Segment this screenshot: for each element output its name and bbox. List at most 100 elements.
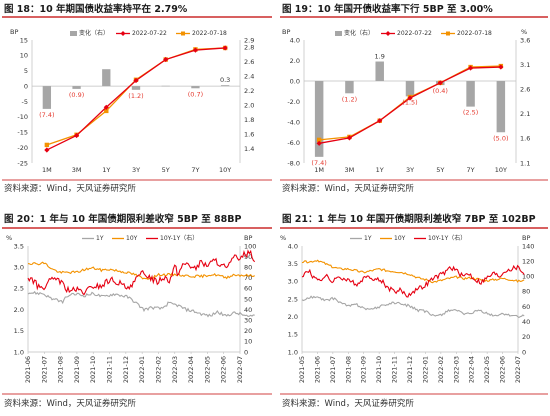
x-tick-label: 2021-06 bbox=[313, 356, 321, 383]
x-tick-label: 2021-07 bbox=[329, 356, 337, 383]
chart-fig18: BP -25 -20 -15 -10 -5 0 5 10 15 1.4 1.6 1.8 2.0 2.2 2.4… bbox=[10, 28, 254, 174]
series-2022-07-22-point bbox=[73, 132, 80, 139]
right-axis-unit: BP bbox=[522, 234, 530, 242]
y-tick-label: 3.5 bbox=[14, 242, 24, 250]
y2-tick-label: 2.8 bbox=[244, 44, 254, 52]
bar-data-label: (7.4) bbox=[39, 111, 54, 119]
y2-tick-label: 3.6 bbox=[520, 36, 530, 44]
x-tick-label: 3M bbox=[345, 166, 355, 174]
series-gray-line bbox=[301, 295, 525, 319]
series-2022-07-22-point bbox=[192, 47, 199, 53]
source-note: 资料来源：Wind，天风证券研究所 bbox=[4, 183, 136, 194]
legend-swatch-bar bbox=[70, 31, 77, 36]
right-axis-unit: BP bbox=[244, 234, 252, 242]
x-tick-label: 2022-01 bbox=[421, 356, 429, 383]
y-tick-label: 1.0 bbox=[14, 348, 24, 356]
y-tick-label: 10 bbox=[20, 52, 28, 60]
panel-fig18: 图 18：10 年期国债收益率持平在 2.79% BP -25 -20 -15 -10 -… bbox=[2, 3, 272, 194]
panel-title: 图 20：1 年与 10 年国债期限利差收窄 5BP 至 88BP bbox=[4, 213, 241, 225]
x-tick-label: 7Y bbox=[467, 166, 475, 174]
legend-label: 1Y bbox=[364, 235, 372, 242]
series-gray-line bbox=[27, 290, 255, 318]
y2-tick-label: 3.1 bbox=[520, 61, 530, 69]
y2-tick-label: 80 bbox=[522, 288, 530, 296]
x-tick-label: 2022-03 bbox=[452, 356, 460, 383]
y-tick-label: -5 bbox=[22, 98, 28, 106]
x-tick-label: 2021-06 bbox=[24, 356, 32, 383]
change-bar bbox=[161, 85, 170, 87]
series-2022-07-22-point bbox=[467, 65, 474, 71]
y-tick-label: -10 bbox=[17, 113, 28, 121]
panel-fig20: 图 20：1 年与 10 年国债期限利差收窄 5BP 至 88BP % BP 1.0… bbox=[2, 213, 272, 409]
change-bar bbox=[405, 81, 415, 97]
y2-tick-label: 90 bbox=[244, 253, 252, 261]
y2-tick-label: 2.1 bbox=[520, 110, 530, 118]
legend-label: 2022-07-22 bbox=[397, 30, 432, 37]
y-tick-label: 1.5 bbox=[14, 327, 24, 335]
change-bar bbox=[496, 81, 506, 133]
series-2022-07-22-point bbox=[103, 104, 109, 110]
series-2022-07-22-point bbox=[316, 140, 322, 146]
legend-marker bbox=[120, 31, 126, 36]
y-tick-label: 2.0 bbox=[290, 57, 300, 65]
y2-tick-label: 70 bbox=[244, 274, 252, 282]
series-red-line bbox=[27, 249, 256, 296]
series-2022-07-22-point bbox=[346, 135, 353, 141]
x-tick-label: 3Y bbox=[132, 166, 140, 174]
source-note: 资料来源：Wind，天风证券研究所 bbox=[4, 398, 136, 409]
panel-title: 图 19：10 年国开债收益率下行 5BP 至 3.00% bbox=[282, 3, 493, 15]
legend-label: 10Y bbox=[126, 235, 138, 242]
chart-fig19: BP % -8.0 -6.0 -4.0 -2.0 0.0 2.0 4.0 1.1 1.6 2.1 2.6… bbox=[282, 28, 530, 174]
y2-tick-label: 30 bbox=[244, 317, 252, 325]
bar-data-label: (1.2) bbox=[128, 92, 143, 100]
legend-marker bbox=[385, 31, 391, 36]
change-bar bbox=[42, 86, 52, 109]
y-tick-label: -6.0 bbox=[287, 139, 300, 147]
y2-tick-label: 20 bbox=[244, 327, 252, 335]
legend-label: 变化（右） bbox=[344, 29, 374, 37]
x-tick-label: 2021-12 bbox=[122, 356, 130, 383]
y-tick-label: 4.0 bbox=[290, 36, 300, 44]
series-orange-line bbox=[27, 261, 255, 280]
y2-tick-label: 140 bbox=[522, 242, 534, 250]
y-tick-label: -20 bbox=[17, 144, 28, 152]
x-tick-label: 7Y bbox=[191, 166, 199, 174]
left-axis-unit: BP bbox=[10, 28, 18, 36]
y2-tick-label: 10 bbox=[244, 338, 252, 346]
y-tick-label: 3.5 bbox=[288, 260, 298, 268]
y2-tick-label: 60 bbox=[522, 303, 530, 311]
x-tick-label: 3Y bbox=[406, 166, 414, 174]
x-tick-label: 2022-04 bbox=[468, 356, 476, 383]
change-bar bbox=[314, 81, 324, 157]
left-axis-unit: BP bbox=[282, 28, 290, 36]
y2-tick-label: 2.6 bbox=[244, 58, 254, 66]
x-tick-label: 2021-05 bbox=[298, 356, 306, 383]
x-tick-label: 2021-12 bbox=[406, 356, 414, 383]
y-tick-label: 15 bbox=[20, 36, 28, 44]
y-tick-label: 3.0 bbox=[288, 278, 298, 286]
change-bar bbox=[345, 81, 354, 94]
x-tick-label: 2022-06 bbox=[220, 356, 228, 383]
x-tick-label: 2022-05 bbox=[483, 356, 491, 383]
legend-swatch-bar bbox=[335, 31, 342, 36]
y2-tick-label: 80 bbox=[244, 264, 252, 272]
y-tick-label: -2.0 bbox=[287, 98, 300, 106]
left-axis-unit: % bbox=[6, 234, 12, 242]
y-tick-label: 3.0 bbox=[14, 264, 24, 272]
bar-data-label: (0.4) bbox=[433, 87, 448, 95]
x-tick-label: 5Y bbox=[436, 166, 444, 174]
bar-data-label: (5.0) bbox=[493, 134, 508, 142]
y2-tick-label: 1.6 bbox=[520, 135, 530, 143]
x-tick-label: 2021-09 bbox=[73, 356, 81, 383]
x-tick-label: 3M bbox=[72, 166, 82, 174]
chart-fig21: % BP 1.0 1.5 2.0 2.5 3.0 3.5 4.0 0 20 40 60 80 100 120 1… bbox=[280, 234, 534, 383]
x-tick-label: 1Y bbox=[376, 166, 384, 174]
x-tick-label: 2022-01 bbox=[138, 356, 146, 383]
legend-label: 1Y bbox=[96, 235, 104, 242]
legend-label: 变化（右） bbox=[79, 29, 109, 37]
series-2022-07-18-point bbox=[316, 137, 322, 143]
x-tick-label: 2022-06 bbox=[499, 356, 507, 383]
bar-data-label: (7.4) bbox=[311, 159, 326, 167]
x-tick-label: 2022-04 bbox=[187, 356, 195, 383]
